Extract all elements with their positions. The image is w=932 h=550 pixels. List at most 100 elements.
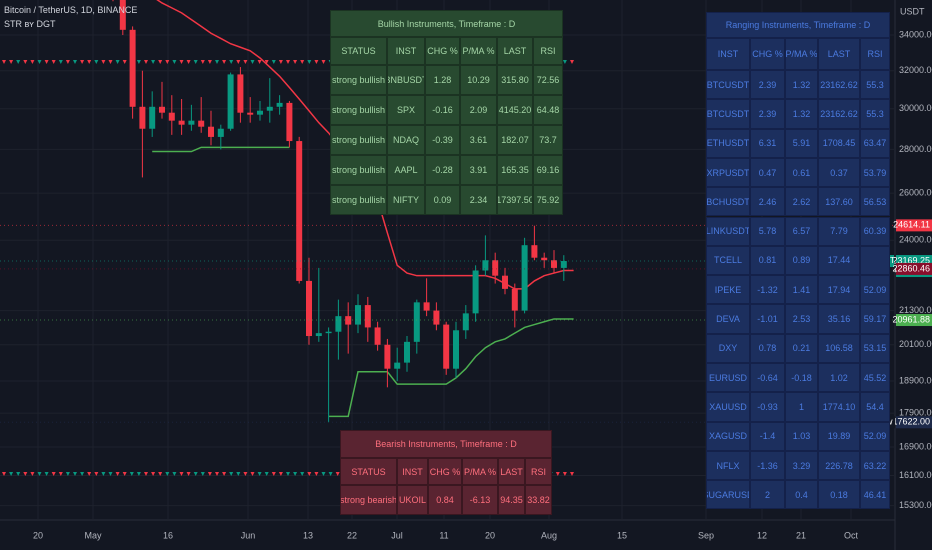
signal-marker (307, 472, 312, 476)
table-header: LAST (497, 37, 533, 65)
candle-body (119, 0, 126, 30)
table-cell: BCHUSDT (706, 187, 750, 217)
signal-marker (179, 60, 184, 64)
y-tick-label: 26000.00 (899, 187, 932, 197)
signal-marker (9, 60, 14, 64)
signal-marker (207, 472, 212, 476)
signal-marker (193, 472, 198, 476)
table-cell: 5.78 (750, 216, 785, 246)
candle-body (453, 330, 459, 369)
signal-marker (73, 472, 77, 476)
y-tick-label: 17900.00 (899, 407, 932, 417)
table-cell: 0.21 (785, 333, 818, 363)
candle-body (149, 106, 156, 129)
x-tick-label: 21 (796, 530, 806, 540)
x-tick-label: Aug (541, 530, 557, 540)
candle-body (511, 288, 518, 311)
signal-marker (122, 60, 127, 64)
candle-body (188, 120, 195, 125)
table-cell: 6.57 (785, 216, 818, 246)
signal-marker (158, 472, 163, 476)
table-cell: ETHUSDT (706, 128, 750, 158)
table-cell: 1.41 (785, 275, 818, 305)
table-cell: strong bullish (330, 65, 387, 95)
candle-body (521, 245, 528, 311)
currency-label: USDT (900, 6, 925, 16)
signal-marker (286, 60, 290, 64)
signal-marker (108, 472, 113, 476)
signal-marker (165, 472, 170, 476)
signal-marker (9, 472, 14, 476)
candle-body (296, 141, 303, 281)
table-cell: strong bullish (330, 125, 387, 155)
table-header: P/MA % (460, 37, 497, 65)
table-cell: -1.4 (750, 421, 785, 451)
candle-body (531, 245, 538, 258)
table-cell: 1.28 (425, 65, 460, 95)
table-cell: XAGUSD (706, 421, 750, 451)
signal-marker (37, 472, 42, 476)
signal-marker (300, 472, 305, 476)
signal-marker (101, 472, 106, 476)
signal-marker (80, 60, 85, 64)
signal-marker (236, 60, 241, 64)
table-header: INST (706, 38, 750, 70)
table-cell: XAUUSD (706, 392, 750, 422)
table-cell (860, 245, 890, 276)
table-cell: 0.37 (818, 157, 860, 188)
table-cell: 75.92 (533, 185, 563, 215)
candle-body (139, 106, 146, 129)
table-cell: 55.3 (860, 70, 890, 100)
signal-marker (257, 472, 262, 476)
signal-marker (243, 60, 248, 64)
table-header: RSI (525, 458, 552, 485)
signal-marker (151, 60, 156, 64)
signal-marker (144, 472, 148, 476)
signal-marker (87, 60, 92, 64)
table-header: INST (387, 37, 425, 65)
table-cell: 17.94 (818, 275, 860, 305)
y-tick-label: 28000.00 (899, 144, 932, 154)
table-cell: strong bullish (330, 155, 387, 185)
table-cell: 17.44 (818, 245, 860, 276)
signal-marker (37, 60, 42, 64)
table-cell: 19.89 (818, 421, 860, 451)
signal-marker (2, 60, 6, 64)
table-cell: DXY (706, 333, 750, 363)
candle-body (286, 102, 293, 142)
table-cell: 0.09 (425, 185, 460, 215)
table-cell: DEVA (706, 304, 750, 334)
table-cell: -0.64 (750, 363, 785, 393)
price-label-box (896, 314, 932, 327)
table-cell: 3.61 (460, 125, 497, 155)
table-title: Ranging Instruments, Timeframe : D (706, 12, 890, 38)
table-cell: strong bullish (330, 95, 387, 125)
signal-marker (250, 472, 255, 476)
table-cell: 17397.50 (497, 185, 533, 215)
table-cell: -1.01 (750, 304, 785, 334)
candle-body (335, 316, 342, 332)
table-cell: NIFTY (387, 185, 425, 215)
signal-marker (293, 60, 298, 64)
table-cell: 1.02 (818, 363, 860, 393)
table-cell: 35.16 (818, 304, 860, 334)
x-tick-label: Sep (698, 530, 714, 540)
table-cell: 0.84 (428, 485, 462, 515)
y-tick-label: 30000.00 (899, 103, 932, 113)
price-label-box (896, 219, 932, 232)
signal-marker (30, 472, 35, 476)
y-tick-label: 16100.00 (899, 470, 932, 480)
signal-marker (44, 60, 49, 64)
signal-marker (158, 60, 163, 64)
signal-marker (129, 472, 134, 476)
table-header: P/MA % (462, 458, 498, 485)
table-cell: -0.93 (750, 392, 785, 422)
signal-marker (186, 60, 191, 64)
table-cell: 72.56 (533, 65, 563, 95)
candle-body (394, 362, 401, 369)
table-cell: IPEKE (706, 275, 750, 305)
signal-marker (186, 472, 191, 476)
price-label: 23169.25 (892, 255, 930, 265)
indicator-title: STR ʙʏ DGT (4, 19, 56, 29)
